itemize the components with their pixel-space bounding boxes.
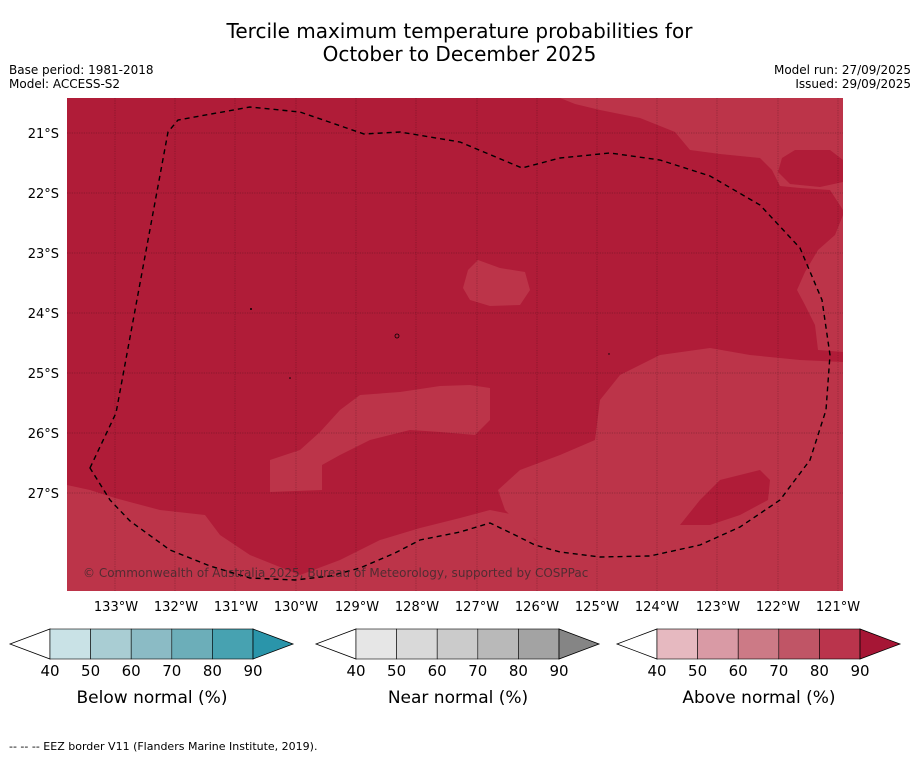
contour-above-70-northeast [560,98,843,210]
lon-label: 125°W [575,600,619,615]
model-name: Model: ACCESS-S2 [9,77,121,91]
colorbar-tick-label: 40 [647,662,666,680]
lon-label: 129°W [335,600,379,615]
colorbar-segment [518,628,560,660]
colorbar-segment [819,628,861,660]
map-figure: © Commonwealth of Australia 2025, Bureau… [8,98,902,708]
colorbar-extend-low [314,628,357,660]
colorbar-labels: Below normal (%) Near normal (%) Above n… [77,688,836,708]
colorbar-extend-low [615,628,658,660]
colorbar-segment [355,628,397,660]
colorbar-tick-label: 60 [122,662,141,680]
lon-label: 133°W [94,600,138,615]
contour-above-80-patch [778,150,843,187]
colorbar-tick-label: 80 [509,662,528,680]
title-line-1: Tercile maximum temperature probabilitie… [226,19,693,43]
colorbar-tick-label: 60 [428,662,447,680]
colorbar-extend-high [252,628,295,660]
colorbar-segment [212,628,254,660]
longitude-labels: 133°W 132°W 131°W 130°W 129°W 128°W 127°… [94,600,860,615]
lon-label: 127°W [455,600,499,615]
colorbar-extend-low [8,628,51,660]
colorbar-tick-label: 80 [810,662,829,680]
probability-contours [67,98,843,591]
lat-label: 27°S [28,487,59,502]
lat-label: 25°S [28,367,59,382]
island-marker [608,353,610,355]
colorbar-extend-high [558,628,601,660]
colorbar-tick-label: 40 [346,662,365,680]
lon-label: 132°W [154,600,198,615]
base-period: Base period: 1981-2018 [9,63,154,77]
eez-border [89,106,831,581]
colorbar-near-normal: 40 50 60 70 80 90 [314,628,601,680]
lon-label: 122°W [756,600,800,615]
colorbar-segment [130,628,173,660]
colorbar-tick-label: 70 [162,662,181,680]
colorbar-segment [49,628,91,660]
colorbar-above-normal: 40 50 60 70 80 90 [615,628,902,680]
colorbar-tick-label: 70 [769,662,788,680]
colorbar-segment [396,628,438,660]
colorbar-tick-label: 50 [688,662,707,680]
island-marker [289,377,291,379]
lon-label: 128°W [395,600,439,615]
colorbar-tick-label: 50 [387,662,406,680]
colorbar-tick-label: 70 [468,662,487,680]
lon-label: 124°W [635,600,679,615]
colorbar-tick-label: 90 [549,662,568,680]
metadata-left: Base period: 1981-2018 Model: ACCESS-S2 [9,63,154,91]
contour-above-70-east [797,215,843,352]
colorbar-tick-label: 80 [203,662,222,680]
colorbar-segment [656,628,698,660]
chart-title: Tercile maximum temperature probabilitie… [0,20,919,66]
lon-label: 126°W [515,600,559,615]
colorbar-segment [778,628,820,660]
contour-above-70-southwest [270,385,490,492]
colorbar-segment [436,628,479,660]
model-run: Model run: 27/09/2025 [773,63,911,77]
colorbar-tick-label: 40 [40,662,59,680]
colorbar-extend-high [859,628,902,660]
issued-date: Issued: 29/09/2025 [795,77,911,91]
colorbar-segment [477,628,519,660]
legend-label-above: Above normal (%) [682,688,835,708]
colorbar-segment [171,628,213,660]
legend-label-near: Near normal (%) [388,688,528,708]
island-marker [250,308,252,310]
lat-label: 22°S [28,187,59,202]
contour-above-70-central-blob [463,260,530,306]
copyright-text: © Commonwealth of Australia 2025, Bureau… [83,566,588,580]
island-marker [394,333,400,339]
lat-label: 23°S [28,247,59,262]
metadata-right: Model run: 27/09/2025 Issued: 29/09/2025 [774,63,911,91]
lon-label: 131°W [214,600,258,615]
lon-label: 130°W [274,600,318,615]
colorbar-tick-label: 90 [850,662,869,680]
lon-label: 121°W [816,600,860,615]
lat-label: 24°S [28,307,59,322]
colorbar-tick-label: 90 [243,662,262,680]
lat-label: 26°S [28,427,59,442]
colorbar-segment [90,628,132,660]
colorbar-tick-label: 60 [729,662,748,680]
eez-footnote: -- -- -- EEZ border V11 (Flanders Marine… [9,740,318,753]
latitude-labels: 21°S 22°S 23°S 24°S 25°S 26°S 27°S [28,127,59,502]
contour-above-80-inner [680,470,770,525]
colorbar-tick-label: 50 [81,662,100,680]
lon-label: 123°W [696,600,740,615]
contour-above-70-southeast [498,348,843,591]
colorbar-below-normal: 40 50 60 70 80 90 [8,628,295,680]
lat-label: 21°S [28,127,59,142]
legend-label-below: Below normal (%) [77,688,228,708]
colorbar-segment [697,628,739,660]
title-line-2: October to December 2025 [322,42,597,66]
colorbar-segment [737,628,780,660]
